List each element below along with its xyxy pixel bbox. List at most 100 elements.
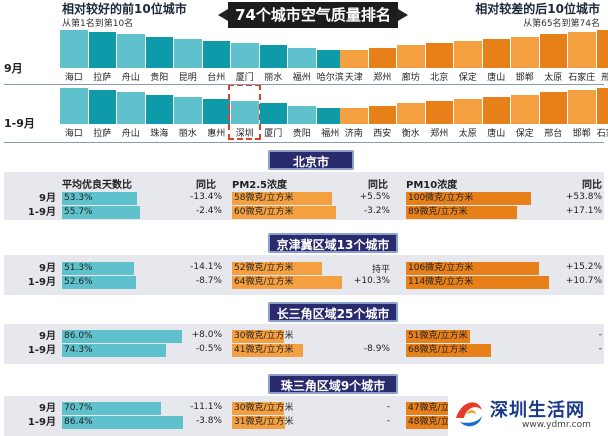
ranking-chart: 9月 海口 拉萨 舟山 贵阳 昆明 台州 厦门 丽水 福州 哈尔滨 天津 郑州 廊坊 北京 保定 唐山 邯郸 太原石… — [0, 0, 608, 150]
good-days-yoy: +8.0% — [191, 330, 222, 340]
worst-city-label: 廊坊 — [401, 73, 420, 83]
best-city-bar — [88, 32, 116, 68]
pm25-bar — [232, 402, 284, 415]
pm10-value: 48微克/立方米 — [408, 417, 468, 427]
worst-city-bar — [539, 92, 567, 124]
best-city-label: 舟山 — [121, 129, 140, 139]
pm25-value: 58微克/立方米 — [234, 193, 294, 203]
worst-city-bar — [368, 105, 396, 124]
period-label: 1-9月 — [27, 277, 56, 288]
best-city-bar — [231, 101, 259, 124]
pm25-yoy: 持平 — [371, 265, 390, 275]
best-city-label: 海口 — [64, 73, 83, 83]
good-days-bar — [62, 262, 134, 275]
best-city-label: 福州 — [292, 73, 311, 83]
pm10-value: 114微克/立方米 — [408, 277, 474, 287]
worst-city-label: 天津 — [344, 73, 363, 83]
good-days-yoy: -11.1% — [190, 402, 222, 412]
period-label: 9月 — [39, 193, 56, 204]
pm25-value: 41微克/立方米 — [234, 345, 294, 355]
pm25-value: 60微克/立方米 — [234, 207, 294, 217]
best-city-bar — [231, 43, 259, 68]
good-days-value: 70.7% — [64, 403, 93, 413]
pm10-yoy: - — [598, 330, 602, 340]
pm25-bar — [232, 262, 322, 275]
worst-city-label: 保定 — [515, 129, 534, 139]
best-city-bar — [88, 90, 116, 124]
worst-city-bar — [368, 47, 396, 68]
pm10-yoy: +15.2% — [565, 262, 602, 272]
good-days-bar — [62, 276, 136, 289]
column-header: 同比 — [582, 180, 602, 191]
period-label: 9月 — [39, 331, 56, 342]
good-days-value: 74.3% — [64, 345, 93, 355]
worst-city-bar — [397, 45, 425, 68]
pm25-value: 52微克/立方米 — [234, 263, 294, 273]
pm10-bar — [406, 330, 470, 343]
worst-city-label: 唐山 — [487, 73, 506, 83]
column-header: 同比 — [196, 180, 216, 191]
pm10-yoy: - — [598, 344, 602, 354]
pm10-value: 68微克/立方米 — [408, 345, 468, 355]
worst-city-label: 邯郸 — [572, 129, 591, 139]
left-header-title: 相对较好的前10位城市 — [62, 2, 187, 16]
pm25-yoy: +5.5% — [359, 192, 390, 202]
period-label: 1-9月 — [27, 207, 56, 218]
worst-city-label: 西安 — [373, 129, 392, 139]
column-header: PM2.5浓度 — [232, 180, 287, 191]
worst-city-bar — [511, 94, 539, 124]
region-name: 珠三角区域9个城市 — [268, 374, 398, 394]
best-city-bar — [288, 105, 316, 124]
good-days-bar — [62, 206, 140, 219]
pm10-yoy: +17.1% — [565, 206, 602, 216]
period-label: 9月 — [39, 263, 56, 274]
pm25-yoy: -3.2% — [363, 206, 390, 216]
pm10-value: 47微克/立方米 — [408, 403, 468, 413]
region-name: 京津冀区域13个城市 — [268, 233, 398, 253]
rank-divider — [4, 84, 604, 85]
best-city-bar — [202, 99, 230, 124]
pm10-bar — [406, 206, 518, 219]
pm25-value: 30微克/立方米 — [234, 403, 294, 413]
good-days-yoy: -13.4% — [190, 192, 222, 202]
best-city-bar — [60, 30, 88, 68]
best-city-label: 丽水 — [178, 129, 197, 139]
rank-divider — [4, 142, 604, 143]
pm25-bar — [232, 416, 286, 429]
worst-city-bar — [454, 99, 482, 124]
pm25-yoy: -8.9% — [363, 344, 390, 354]
left-header-subtitle: 从第1名到第10名 — [62, 19, 134, 29]
pm10-bar — [406, 192, 531, 205]
worst-city-label: 衡水 — [401, 129, 420, 139]
right-arrow-icon — [398, 9, 408, 21]
worst-city-label: 石家庄 — [596, 129, 608, 139]
pm10-value: 106微克/立方米 — [408, 263, 474, 273]
good-days-value: 55.7% — [64, 207, 93, 217]
region-name: 长三角区域25个城市 — [268, 302, 398, 322]
period-label: 1-9月 — [4, 117, 35, 130]
worst-city-bar — [340, 49, 368, 68]
best-city-label: 昆明 — [178, 73, 197, 83]
pm25-bar — [232, 330, 284, 343]
column-header: 平均优良天数比 — [62, 180, 132, 191]
best-city-bar — [145, 36, 173, 68]
best-city-label: 厦门 — [235, 73, 254, 83]
pm25-bar — [232, 192, 333, 205]
worst-city-label: 邢台 — [601, 73, 608, 83]
good-days-yoy: -0.5% — [195, 344, 222, 354]
worst-city-label: 太原 — [458, 129, 477, 139]
best-city-bar — [60, 88, 88, 124]
pm10-yoy: +53.8% — [565, 192, 602, 202]
worst-city-bar — [596, 88, 608, 124]
period-label: 9月 — [4, 62, 23, 75]
pm25-bar — [232, 344, 303, 357]
right-header-subtitle: 从第65名到第74名 — [523, 19, 600, 29]
worst-city-bar — [425, 43, 453, 68]
worst-city-bar — [596, 30, 608, 68]
worst-city-label: 北京 — [430, 73, 449, 83]
best-city-label: 拉萨 — [93, 129, 112, 139]
pm10-bar — [406, 262, 539, 275]
good-days-value: 86.4% — [64, 417, 93, 427]
region-name: 北京市 — [268, 150, 354, 170]
best-city-label: 拉萨 — [93, 73, 112, 83]
